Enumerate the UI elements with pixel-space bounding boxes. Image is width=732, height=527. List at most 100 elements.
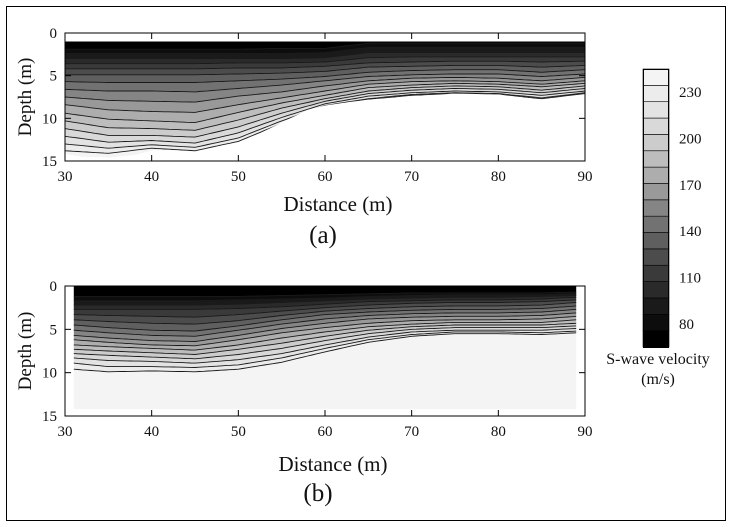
x-tick-label: 30 [58, 424, 73, 440]
figure-frame [6, 6, 726, 521]
colorbar-swatches [642, 68, 670, 348]
contour-line [65, 42, 585, 50]
colorbar-tick-label: 110 [679, 271, 701, 287]
x-tick-label: 80 [491, 169, 506, 185]
contour-line [65, 73, 585, 93]
contour-line [65, 82, 585, 124]
velocity-band [73, 332, 577, 410]
contour-line [65, 92, 585, 149]
y-tick-label: 0 [50, 26, 58, 42]
velocity-band [65, 85, 585, 138]
x-tick-label: 40 [144, 169, 159, 185]
contour-line [65, 76, 585, 103]
colorbar-tick-label: 170 [679, 178, 702, 194]
colorbar-ticks: 230 200 170 140 110 80 [679, 85, 702, 333]
contour-line [73, 296, 577, 310]
contour-line [73, 319, 577, 351]
velocity-band [65, 88, 585, 144]
contour-line [65, 80, 585, 113]
velocity-band [73, 319, 577, 355]
velocity-band [65, 56, 585, 69]
y-tick-label: 5 [50, 322, 58, 338]
velocity-band [65, 83, 585, 131]
colorbar: 230 200 170 140 110 80 S-wave velocity (m/s) [606, 68, 710, 388]
contour-line [73, 302, 577, 325]
contour-line [73, 312, 577, 342]
x-tick-label: 50 [231, 169, 246, 185]
colorbar-tick-label: 140 [679, 224, 702, 240]
x-tick-label: 70 [404, 424, 419, 440]
chart-a-y-axis-label: Depth (m) [15, 58, 36, 137]
contour-line [73, 299, 577, 318]
colorbar-swatch [642, 117, 670, 135]
colorbar-tick-label: 80 [679, 317, 694, 333]
contour-line [73, 315, 577, 347]
velocity-band [65, 61, 585, 75]
colorbar-label: S-wave velocity [606, 351, 710, 368]
chart-a-y-axis: 0 5 10 15 [42, 26, 585, 170]
y-tick-label: 5 [50, 69, 58, 85]
x-tick-label: 90 [578, 169, 593, 185]
x-tick-label: 30 [58, 169, 73, 185]
contour-line [73, 328, 577, 364]
colorbar-swatch [642, 150, 670, 168]
contour-line [65, 69, 585, 83]
colorbar-swatch [642, 85, 670, 103]
colorbar-swatch [642, 101, 670, 119]
contour-line [73, 332, 577, 373]
contour-line [65, 56, 585, 65]
chart-b-x-axis-label: Distance (m) [278, 452, 387, 476]
colorbar-unit: (m/s) [641, 371, 675, 388]
x-tick-label: 90 [578, 424, 593, 440]
chart-a-x-axis: 30 40 50 60 70 80 90 [58, 33, 593, 185]
x-tick-label: 70 [404, 169, 419, 185]
colorbar-swatch [642, 215, 670, 233]
x-tick-label: 60 [318, 169, 333, 185]
chart-a-panel-label: (a) [309, 222, 337, 249]
contour-line [73, 295, 577, 306]
colorbar-frame [643, 69, 669, 348]
chart-b-y-axis-label: Depth (m) [15, 312, 36, 391]
velocity-band [65, 43, 585, 54]
velocity-band [73, 295, 577, 310]
colorbar-swatch [642, 330, 670, 348]
x-tick-label: 50 [231, 424, 246, 440]
contour-line [73, 291, 577, 297]
velocity-band [73, 323, 577, 359]
velocity-band [65, 74, 585, 103]
chart-b-velocity-field [73, 286, 577, 410]
contour-line [65, 88, 585, 138]
chart-b-y-axis: 0 5 10 15 [42, 279, 585, 425]
colorbar-swatch [642, 232, 670, 250]
contour-line [65, 90, 585, 144]
colorbar-swatch [642, 199, 670, 217]
colorbar-swatch [642, 281, 670, 299]
chart-a-x-axis-label: Distance (m) [283, 192, 392, 216]
contour-line [65, 85, 585, 131]
x-tick-label: 60 [318, 424, 333, 440]
colorbar-swatch [642, 68, 670, 86]
velocity-band [73, 292, 577, 301]
contour-line [73, 322, 577, 355]
colorbar-swatch [642, 264, 670, 282]
colorbar-swatch [642, 313, 670, 331]
contour-line [73, 305, 577, 332]
chart-b-x-axis: 30 40 50 60 70 80 90 [58, 286, 593, 440]
contour-line [73, 308, 577, 337]
velocity-band [65, 77, 585, 113]
y-tick-label: 15 [42, 154, 57, 170]
y-tick-label: 10 [42, 366, 57, 382]
velocity-band [65, 41, 585, 50]
velocity-band [65, 80, 585, 123]
contour-line [73, 330, 577, 368]
contour-line [65, 64, 585, 76]
colorbar-tick-label: 200 [679, 132, 702, 148]
contour-line [65, 52, 585, 60]
y-tick-label: 0 [50, 279, 58, 295]
velocity-band [73, 293, 577, 306]
colorbar-swatch [642, 183, 670, 201]
contour-line [65, 60, 585, 70]
colorbar-swatch [642, 166, 670, 184]
chart-b: 30 40 50 60 70 80 90 0 5 10 15 Distance (m) Depth… [15, 279, 593, 507]
